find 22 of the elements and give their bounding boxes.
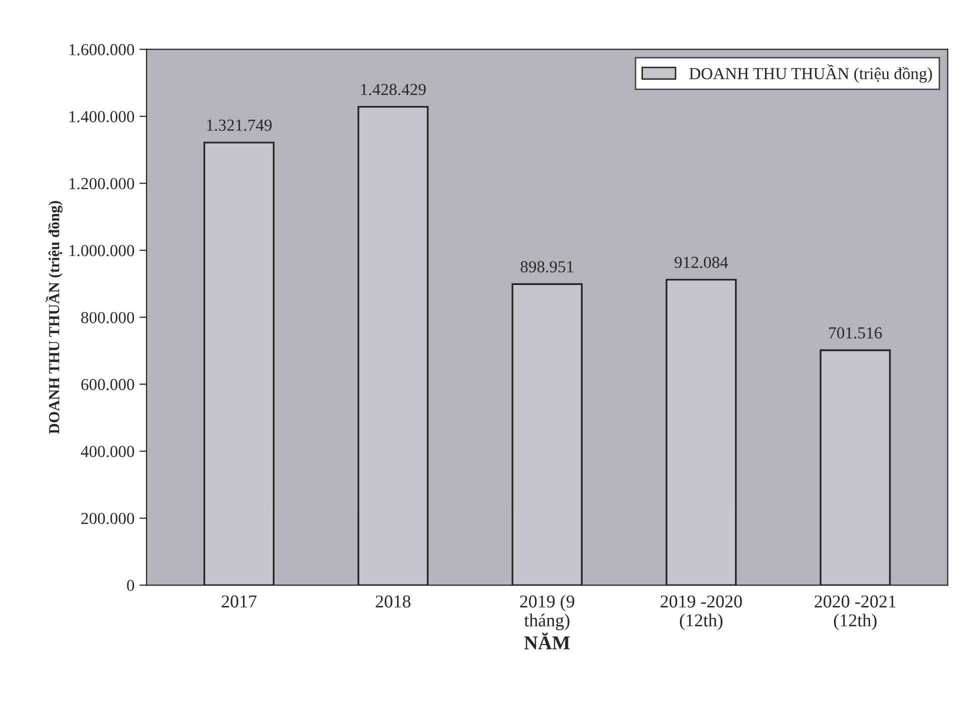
y-tick-label: 1.000.000 (70, 244, 134, 256)
y-tick-label: 0 (127, 580, 134, 592)
data-label: 912.084 (674, 256, 728, 268)
y-tick-label: 200.000 (81, 512, 134, 524)
y-tick-label: 1.200.000 (70, 178, 134, 190)
y-tick-label: 1.400.000 (70, 111, 134, 122)
y-tick-label: 400.000 (80, 446, 134, 458)
y-tick-label: 800.000 (81, 312, 134, 324)
data-label: 701.516 (829, 327, 882, 339)
x-axis-title: NĂM (524, 632, 570, 650)
x-tick-label: 2018 (376, 595, 410, 608)
data-label: 1.321.749 (207, 120, 272, 131)
x-tick-label: 2017 (222, 595, 257, 608)
y-tick-label: 1.600.000 (70, 44, 134, 56)
x-tick-label: 2019 -2020 (12th) (660, 595, 742, 630)
y-axis-title: DOANH THU THUẦN (triệu đồng) (46, 201, 63, 434)
data-label: 898.951 (520, 261, 574, 272)
x-tick-label: 2019 (9 tháng) (520, 594, 574, 630)
data-label: 1.428.429 (361, 84, 426, 96)
legend-label: DOANH THU THUẦN (triệu đồng) (689, 64, 932, 83)
y-tick-label: 600.000 (81, 378, 134, 390)
x-tick-label: 2020 -2021 (12th) (814, 595, 896, 630)
